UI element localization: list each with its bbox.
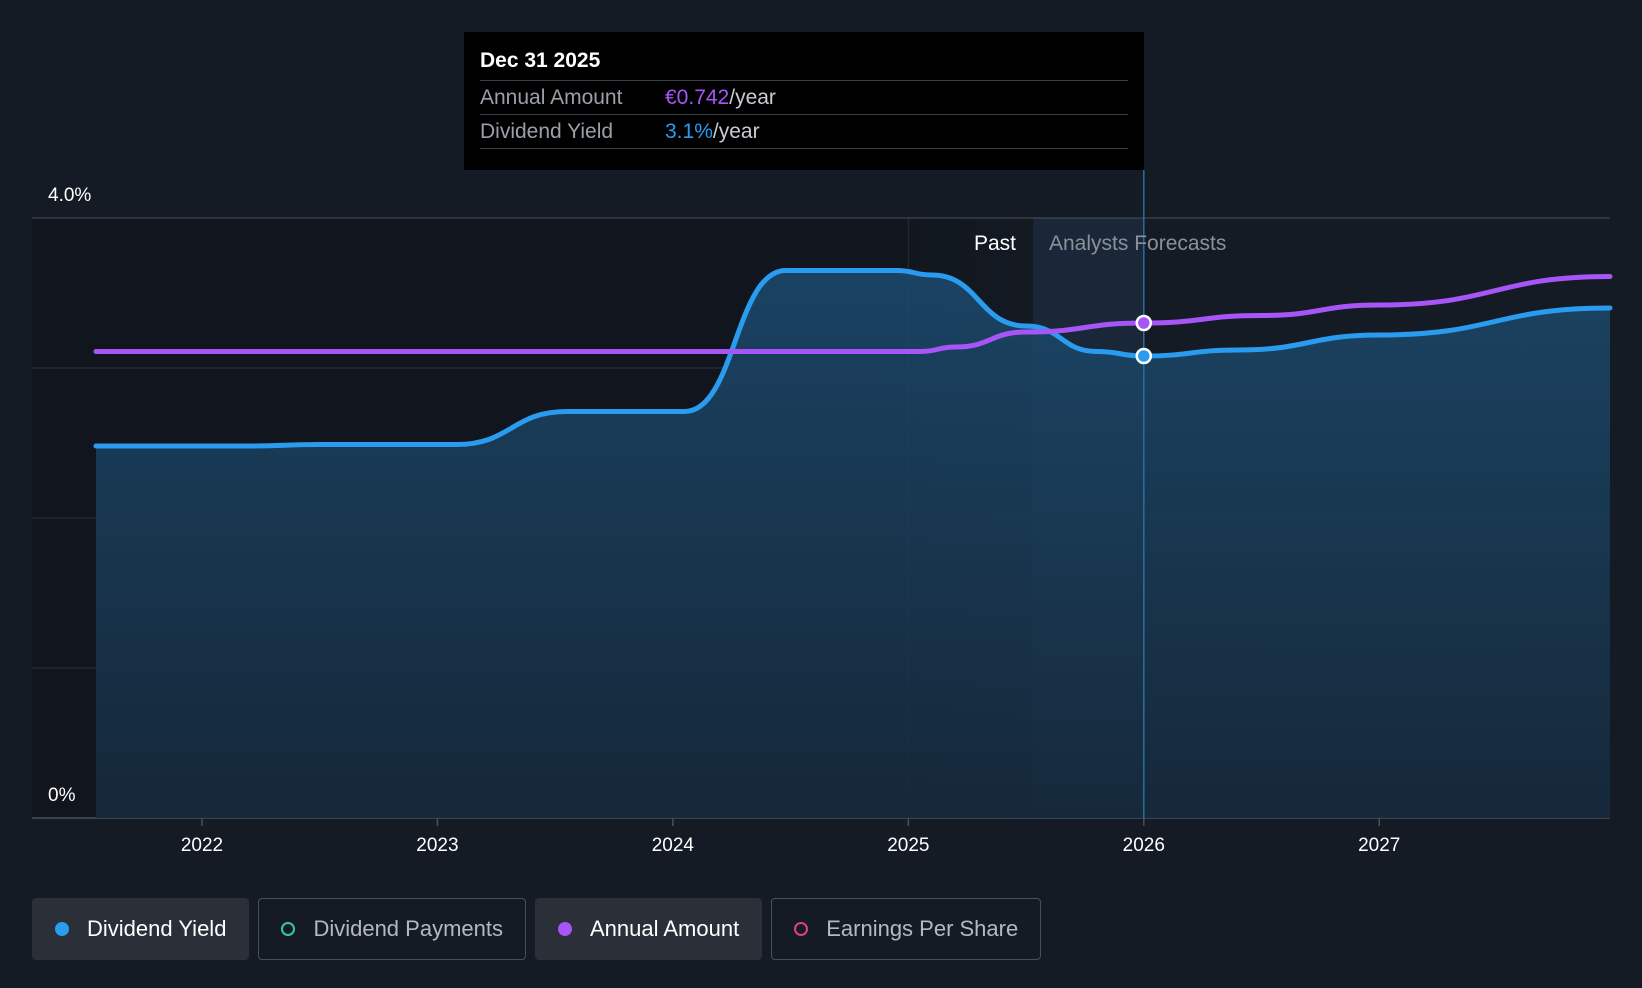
legend-dividend-yield[interactable]: Dividend Yield xyxy=(32,898,250,960)
legend-label: Dividend Payments xyxy=(313,916,503,941)
tooltip-dividend-yield-value: 3.1% xyxy=(665,120,713,143)
tooltip-dividend-yield-unit: /year xyxy=(712,120,760,143)
legend-dot-icon xyxy=(557,922,572,936)
tooltip-annual-amount-unit: /year xyxy=(729,86,776,109)
x-tick-label: 2027 xyxy=(1358,835,1400,856)
forecast-label: Analysts Forecasts xyxy=(1049,232,1226,255)
legend: Dividend Yield Dividend Payments Annual … xyxy=(32,898,1042,960)
tooltip-annual-amount-value: €0.742 xyxy=(665,86,730,109)
tooltip-date: Dec 31 2025 xyxy=(480,46,1128,81)
x-axis: 2022 2023 2024 2025 2026 2027 xyxy=(181,818,1400,856)
legend-annual-amount[interactable]: Annual Amount xyxy=(534,898,763,960)
highlight-point xyxy=(1135,314,1153,332)
tooltip-dividend-yield-label: Dividend Yield xyxy=(480,120,614,143)
legend-label: Dividend Yield xyxy=(87,916,227,941)
legend-label: Earnings Per Share xyxy=(826,916,1019,941)
x-tick-label: 2024 xyxy=(652,835,695,856)
tooltip-dividend-yield-row: Dividend Yield 3.1%/year xyxy=(480,115,1128,149)
legend-label: Annual Amount xyxy=(589,916,740,941)
annual-amount-line xyxy=(93,274,1613,355)
highlight-point xyxy=(1135,347,1153,365)
x-tick-label: 2026 xyxy=(1123,835,1165,856)
legend-earnings-per-share[interactable]: Earnings Per Share xyxy=(771,898,1042,960)
x-tick-label: 2025 xyxy=(887,835,929,856)
legend-dot-icon xyxy=(55,922,69,936)
legend-dot-icon xyxy=(281,922,296,936)
past-label: Past xyxy=(974,232,1016,255)
highlight-points xyxy=(1135,314,1153,365)
tooltip-annual-amount-row: Annual Amount €0.742/year xyxy=(480,81,1128,115)
x-tick-label: 2023 xyxy=(416,835,458,856)
dividend-yield-line xyxy=(93,267,1613,449)
legend-dividend-payments[interactable]: Dividend Payments xyxy=(258,898,526,960)
tooltip-annual-amount-label: Annual Amount xyxy=(480,86,623,109)
dividend-yield-area xyxy=(96,270,1610,818)
x-tick-label: 2022 xyxy=(181,835,223,856)
dividend-chart: 2022 2023 2024 2025 2026 2027 4.0% 0% Past An… xyxy=(32,170,1613,856)
y-axis-min-label: 0% xyxy=(48,785,76,806)
y-axis-max-label: 4.0% xyxy=(48,185,91,206)
tooltip: Dec 31 2025 Annual Amount €0.742/year Di… xyxy=(464,32,1144,170)
legend-dot-icon xyxy=(794,922,809,936)
